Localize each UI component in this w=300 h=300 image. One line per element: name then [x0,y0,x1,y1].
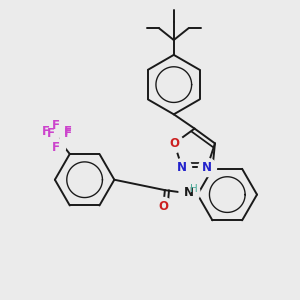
Text: F: F [42,124,50,138]
Text: F: F [46,127,54,140]
Text: H: H [190,184,197,194]
Text: F: F [64,127,72,140]
Text: F: F [64,124,72,138]
Text: F: F [52,141,60,154]
Text: O: O [158,200,168,213]
Text: O: O [169,137,179,150]
Text: N: N [202,161,212,174]
Text: F: F [52,119,60,132]
Text: N: N [184,186,194,199]
Text: N: N [177,161,187,174]
